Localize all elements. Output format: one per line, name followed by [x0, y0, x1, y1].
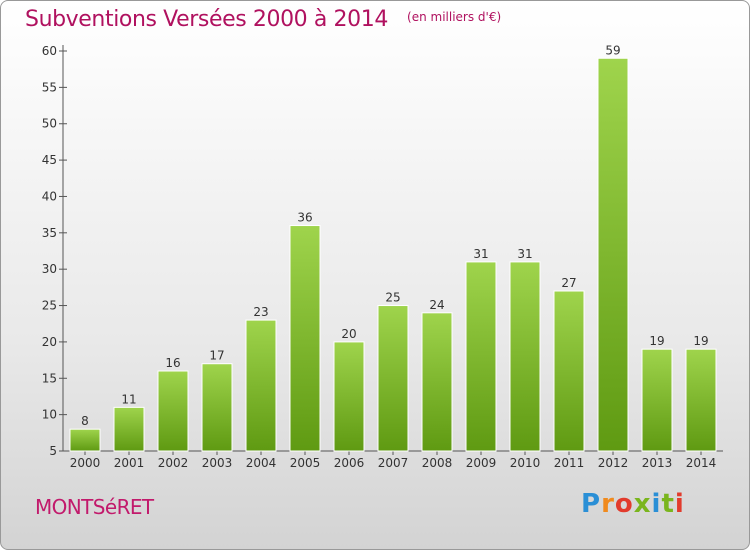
- logo-letter: P: [581, 489, 602, 519]
- x-tick-label: 2010: [510, 456, 541, 470]
- y-tick-label: 50: [42, 117, 57, 131]
- x-tick-label: 2011: [554, 456, 585, 470]
- y-tick-label: 55: [42, 80, 57, 94]
- town-name: MONTSéRET: [35, 495, 154, 519]
- y-tick-label: 35: [42, 226, 57, 240]
- x-tick-label: 2001: [114, 456, 145, 470]
- x-tick-label: 2013: [642, 456, 673, 470]
- bar: [597, 57, 629, 452]
- bar: [553, 290, 585, 452]
- bar: [421, 312, 453, 452]
- bar-value-label: 36: [297, 211, 312, 225]
- bar: [641, 348, 673, 452]
- y-tick-label: 20: [42, 335, 57, 349]
- y-tick-label: 10: [42, 408, 57, 422]
- bar-value-label: 16: [165, 356, 180, 370]
- y-tick-label: 40: [42, 189, 57, 203]
- chart-bars: [69, 57, 717, 452]
- bar: [245, 319, 277, 452]
- chart-title: Subventions Versées 2000 à 2014: [25, 7, 388, 32]
- x-tick-label: 2009: [466, 456, 497, 470]
- bar: [509, 261, 541, 452]
- title-row: Subventions Versées 2000 à 2014 (en mill…: [25, 7, 501, 32]
- proxiti-logo[interactable]: Proxiti: [581, 489, 685, 519]
- y-tick-label: 15: [42, 371, 57, 385]
- x-tick-label: 2012: [598, 456, 629, 470]
- bar: [113, 406, 145, 452]
- logo-letter: i: [651, 489, 662, 519]
- chart-subtitle: (en milliers d'€): [407, 10, 502, 24]
- y-tick-label: 45: [42, 153, 57, 167]
- bar: [377, 305, 409, 452]
- bar: [333, 341, 365, 452]
- bar-value-label: 19: [649, 334, 664, 348]
- bar-value-label: 20: [341, 327, 356, 341]
- bar: [69, 428, 101, 452]
- bar-value-label: 8: [81, 414, 89, 428]
- logo-letter: x: [633, 489, 652, 519]
- bar: [201, 363, 233, 452]
- x-tick-label: 2008: [422, 456, 453, 470]
- x-tick-label: 2007: [378, 456, 409, 470]
- logo-letter: o: [614, 489, 634, 519]
- bar: [685, 348, 717, 452]
- bar-value-label: 23: [253, 305, 268, 319]
- bar-value-label: 27: [561, 276, 576, 290]
- bar-value-label: 31: [517, 247, 532, 261]
- y-tick-label: 25: [42, 299, 57, 313]
- x-tick-label: 2006: [334, 456, 365, 470]
- y-tick-label: 30: [42, 262, 57, 276]
- bar-value-label: 25: [385, 291, 400, 305]
- x-tick-label: 2014: [686, 456, 717, 470]
- x-tick-label: 2005: [290, 456, 321, 470]
- y-tick-label: 5: [49, 444, 57, 458]
- x-tick-label: 2002: [158, 456, 189, 470]
- chart-labels: 2000 8 2001 11 2002 16 2003 17 2004 23 2005 36 2006 2…: [70, 43, 717, 470]
- bar-value-label: 24: [429, 298, 444, 312]
- bar-value-label: 59: [605, 43, 620, 57]
- x-tick-label: 2003: [202, 456, 233, 470]
- logo-letter: i: [674, 489, 685, 519]
- bar: [289, 225, 321, 452]
- bar: [157, 370, 189, 452]
- logo-letter: r: [601, 489, 615, 519]
- x-tick-label: 2000: [70, 456, 101, 470]
- bar-value-label: 17: [209, 349, 224, 363]
- bar: [465, 261, 497, 452]
- logo-letter: t: [661, 489, 675, 519]
- bar-value-label: 31: [473, 247, 488, 261]
- bar-value-label: 11: [121, 392, 136, 406]
- y-tick-label: 60: [42, 44, 57, 58]
- x-tick-label: 2004: [246, 456, 277, 470]
- bar-value-label: 19: [693, 334, 708, 348]
